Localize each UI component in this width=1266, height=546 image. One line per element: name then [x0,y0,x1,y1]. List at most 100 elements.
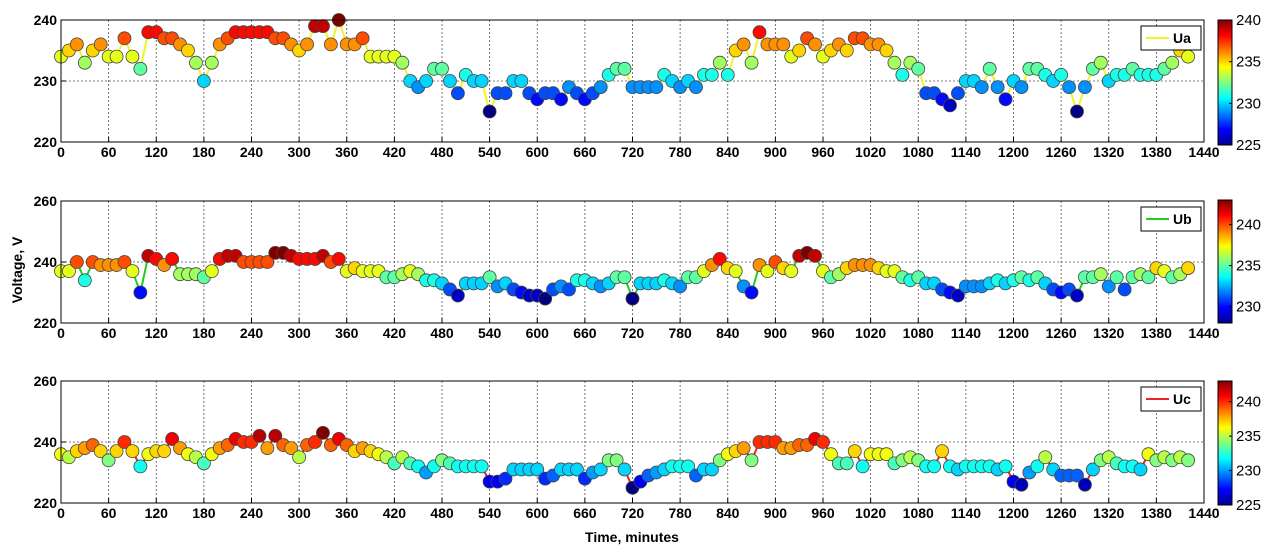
data-point [776,37,791,52]
x-tick-label: 1200 [998,325,1029,341]
data-point [133,61,148,76]
panel-uc: 0 60 120 180 240 300 360 420 480 540 600 660 720 780 8… [34,373,1261,521]
data-point [331,252,346,266]
data-point [443,74,457,88]
x-tick-label: 1440 [1188,505,1219,521]
data-point [1070,104,1084,119]
data-point [196,74,211,88]
colorbar: 225 230 235 240 [1217,380,1261,514]
data-point [252,428,267,443]
y-tick-label: 240 [34,254,58,270]
data-point [292,450,307,465]
data-point [204,55,219,70]
data-point [927,459,942,474]
data-point [998,459,1013,474]
x-tick-label: 1320 [1093,505,1124,521]
x-tick-label: 720 [621,144,645,160]
data-point [943,98,957,113]
x-tick-label: 780 [668,505,692,521]
x-tick-label: 780 [668,325,692,341]
data-point [982,61,997,76]
x-tick-label: 1140 [951,144,982,160]
x-tick-label: 900 [764,505,788,521]
x-tick-label: 540 [478,325,502,341]
colorbar-tick-label: 225 [1236,137,1261,154]
data-point [1181,49,1196,64]
data-point [109,49,124,64]
data-point [268,428,283,443]
x-tick-label: 240 [240,505,264,521]
x-tick-label: 660 [573,144,597,160]
data-point [895,68,910,82]
colorbar: 225 230 235 240 [1217,12,1261,154]
x-tick-label: 1320 [1093,325,1124,341]
colorbar: 230 235 240 [1217,199,1261,324]
data-point [736,441,751,456]
y-tick-label: 240 [34,12,58,28]
x-tick-label: 1140 [951,325,982,341]
x-tick-label: 1380 [1141,144,1172,160]
y-tick-label: 230 [34,73,58,89]
colorbar-gradient [1217,19,1233,146]
data-point [887,55,902,70]
data-point [204,264,219,279]
y-tick-label: 240 [34,434,58,450]
x-tick-label: 180 [192,325,216,341]
data-point [1030,459,1045,474]
data-point [609,453,624,468]
colorbar-tick-label: 240 [1236,394,1261,411]
data-point [736,37,751,52]
x-tick-label: 300 [287,505,311,521]
x-tick-label: 1080 [903,144,934,160]
data-point [125,264,140,279]
data-point [1014,80,1029,94]
x-tick-label: 360 [335,144,359,160]
data-point [808,248,822,263]
data-point [498,471,513,486]
data-point [562,282,576,297]
data-point [308,435,322,449]
data-point [133,285,148,300]
y-tick-label: 220 [34,134,58,150]
data-point [260,441,275,456]
data-point [712,252,727,266]
x-tick-label: 300 [287,144,311,160]
data-point [196,456,211,471]
data-point [720,68,735,82]
x-tick-label: 540 [478,144,502,160]
data-point [355,31,370,46]
data-point [712,55,727,70]
data-point [62,264,76,279]
x-tick-label: 540 [478,505,502,521]
x-tick-label: 900 [764,144,788,160]
data-point [157,444,172,459]
data-point [1101,279,1116,294]
data-point [839,43,854,58]
x-tick-label: 1320 [1093,144,1124,160]
data-point [189,55,203,70]
data-point [951,288,965,303]
x-tick-label: 600 [526,144,550,160]
panel-ub: 0 60 120 180 240 300 360 420 480 540 600 660 720 780 8… [34,193,1261,341]
x-tick-label: 420 [383,144,407,160]
data-point [784,264,799,279]
data-point [911,61,926,76]
colorbar-tick-label: 225 [1236,497,1261,514]
data-point [1014,477,1029,492]
x-tick-label: 660 [573,505,597,521]
data-point [744,453,759,468]
y-axis-label: Voltage, V [9,236,25,303]
colorbar-tick-label: 240 [1236,12,1261,29]
data-point [1117,282,1132,297]
x-tick-label: 900 [764,325,788,341]
colorbar-tick-label: 235 [1236,428,1261,445]
data-point [681,459,695,474]
data-point [125,49,140,64]
x-tick-label: 1200 [998,505,1029,521]
x-tick-label: 480 [430,325,454,341]
x-tick-label: 420 [383,505,407,521]
data-point [1181,453,1196,468]
data-point [1181,261,1196,276]
colorbar-gradient [1217,380,1233,506]
x-tick-label: 960 [811,144,835,160]
